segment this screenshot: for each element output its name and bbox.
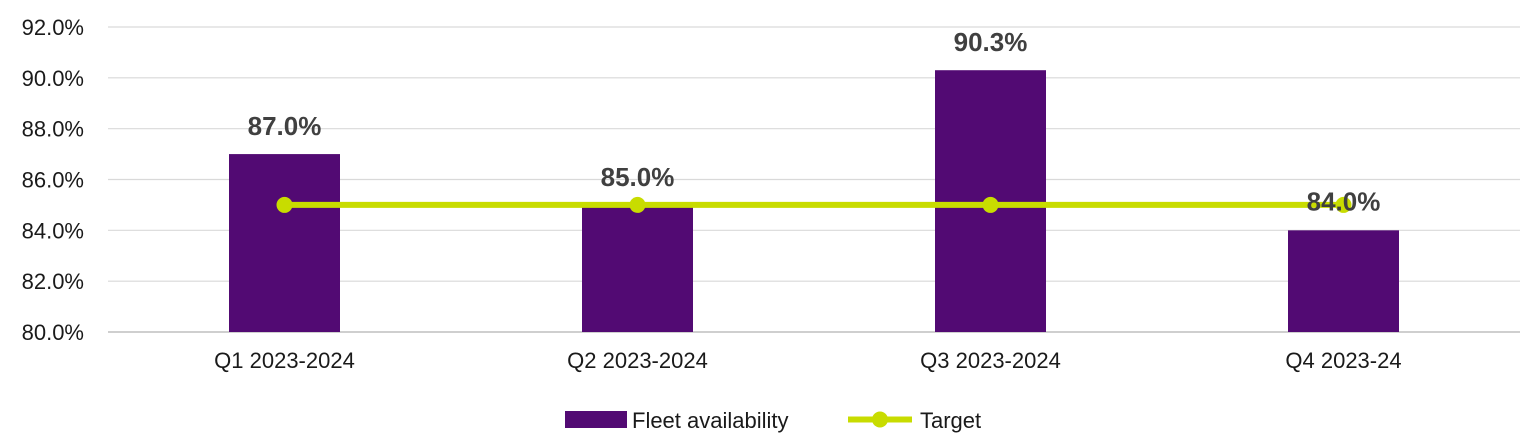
y-tick-label: 82.0% [22,269,84,294]
bar-series [229,70,1399,332]
y-axis-ticks: 80.0% 82.0% 84.0% 86.0% 88.0% 90.0% 92.0% [22,15,84,345]
y-tick-label: 86.0% [22,168,84,193]
data-label: 85.0% [601,162,675,192]
bar [229,154,340,332]
target-point [276,196,293,213]
data-label: 90.3% [954,27,1028,57]
data-label: 87.0% [248,111,322,141]
legend-marker-target [872,411,888,428]
legend-label-target: Target [920,408,981,433]
target-point [1335,196,1352,213]
y-tick-label: 90.0% [22,66,84,91]
legend-label-fleet-availability: Fleet availability [632,408,789,433]
legend-swatch-fleet-availability [565,411,627,428]
bar [582,204,693,332]
gridlines [108,26,1520,333]
data-labels: 87.0% 85.0% 90.3% 84.0% [248,27,1381,216]
target-line-series [276,196,1352,213]
y-tick-label: 80.0% [22,320,84,345]
x-tick-label: Q3 2023-2024 [920,348,1061,373]
y-tick-label: 84.0% [22,218,84,243]
x-axis-labels: Q1 2023-2024 Q2 2023-2024 Q3 2023-2024 Q4 2… [214,348,1401,373]
x-tick-label: Q4 2023-24 [1285,348,1401,373]
y-tick-label: 92.0% [22,15,84,40]
legend: Fleet availability Target [565,408,981,433]
x-tick-label: Q2 2023-2024 [567,348,708,373]
data-label: 84.0% [1307,186,1381,216]
x-tick-label: Q1 2023-2024 [214,348,355,373]
y-tick-label: 88.0% [22,117,84,142]
target-point [629,196,646,213]
bar [1288,230,1399,332]
target-point [982,196,999,213]
